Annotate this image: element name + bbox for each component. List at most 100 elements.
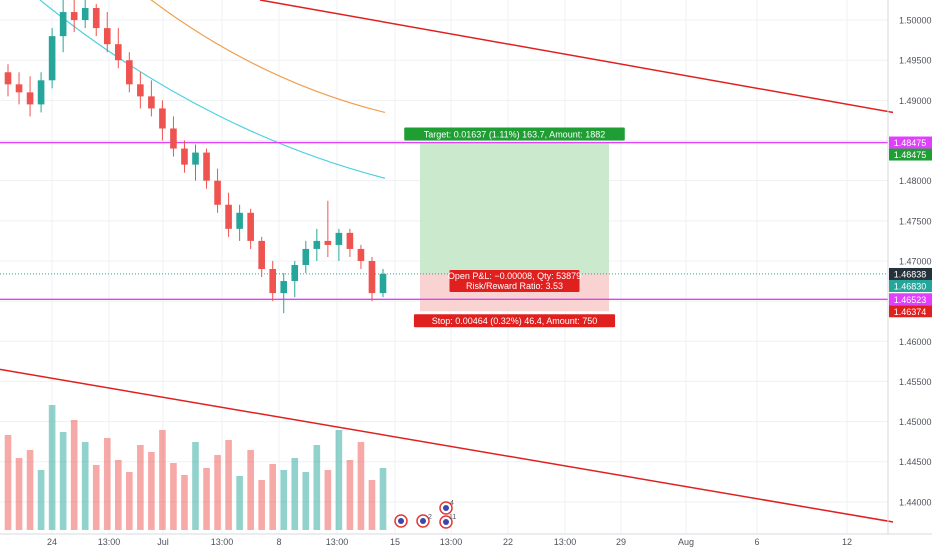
volume-bar xyxy=(368,480,376,530)
stop-label-text: Stop: 0.00464 (0.32%) 46.4, Amount: 750 xyxy=(432,316,598,326)
candle-body xyxy=(59,12,67,37)
candle-body xyxy=(291,264,299,282)
candle-body xyxy=(92,8,100,29)
candle-body xyxy=(4,72,12,85)
volume-bar xyxy=(48,405,56,530)
volume-bar xyxy=(59,432,67,530)
volume-bar xyxy=(26,450,34,530)
trend-line[interactable] xyxy=(259,0,894,114)
volume-bar xyxy=(37,470,45,530)
candle-body xyxy=(269,269,277,294)
candle-body xyxy=(258,240,265,270)
price-scale-label-bg xyxy=(889,136,932,149)
time-scale[interactable]: 24 13:00 Jul 13:00 8 13:00 15 13:00 22 13:00 29 Aug… xyxy=(0,533,932,547)
volume-bar xyxy=(159,430,166,530)
risk-reward-text: Risk/Reward Ratio: 3.53 xyxy=(466,281,563,291)
price-tick-label: 1.45500 xyxy=(899,377,932,387)
open-pl-bg xyxy=(449,269,580,292)
time-tick-label: 22 xyxy=(503,537,513,547)
price-scale-label-text: 1.48475 xyxy=(894,150,927,160)
candle-body xyxy=(324,240,332,245)
price-scale-label[interactable]: 1.46374 xyxy=(889,305,932,318)
volume-bar xyxy=(170,463,177,530)
candle-body xyxy=(379,273,387,294)
price-tick-label: 1.45000 xyxy=(899,417,932,427)
candlesticks xyxy=(4,0,387,314)
time-tick-label: 15 xyxy=(390,537,400,547)
event-marker-icon[interactable] xyxy=(439,515,453,529)
candle-body xyxy=(181,148,188,165)
volume-bar xyxy=(148,452,155,530)
candle-body xyxy=(280,281,288,294)
candle-body xyxy=(81,8,89,21)
price-scale-label-bg xyxy=(889,279,932,292)
volume-bar xyxy=(137,445,144,530)
volume-bar xyxy=(4,435,12,530)
price-tick-label: 1.50000 xyxy=(899,16,932,26)
price-scale[interactable]: 1.500001.495001.490001.485001.480001.475… xyxy=(887,0,932,534)
volume-bar xyxy=(203,468,210,530)
volume-bar xyxy=(280,470,288,530)
trend-line[interactable] xyxy=(0,368,894,523)
volume-bar xyxy=(126,472,133,530)
volume-bar xyxy=(192,442,199,530)
event-markers[interactable]: 2 4 11 xyxy=(394,500,456,529)
event-marker-icon[interactable] xyxy=(416,514,430,528)
time-tick-label: Jul xyxy=(157,537,169,547)
price-tick-label: 1.48000 xyxy=(899,176,932,186)
candle-body xyxy=(346,232,354,249)
candle-body xyxy=(302,248,310,265)
volume-bar xyxy=(236,476,243,530)
event-marker-icon-dot xyxy=(398,518,404,524)
price-scale-label[interactable]: 1.48475 xyxy=(889,136,932,149)
candle-body xyxy=(368,260,376,294)
volume-bar xyxy=(214,455,221,530)
volume-bar xyxy=(15,458,23,530)
event-marker-count: 11 xyxy=(449,514,456,521)
event-marker-icon[interactable] xyxy=(439,501,453,515)
candle-body xyxy=(214,180,221,205)
volume-bar xyxy=(103,438,111,530)
volume-bars xyxy=(4,405,387,530)
event-marker-icon[interactable] xyxy=(394,514,408,528)
candle-body xyxy=(148,96,155,109)
chart-lines xyxy=(0,0,894,523)
price-tick-label: 1.49500 xyxy=(899,56,932,66)
volume-bar xyxy=(114,460,122,530)
candle-body xyxy=(26,92,34,105)
candle-body xyxy=(70,12,78,21)
candle-body xyxy=(15,84,23,93)
target-zone[interactable] xyxy=(420,142,609,274)
price-scale-label-text: 1.46838 xyxy=(894,269,927,279)
price-tick-label: 1.44500 xyxy=(899,457,932,467)
volume-bar xyxy=(81,442,89,530)
price-scale-label[interactable]: 1.46830 xyxy=(889,279,932,292)
volume-bar xyxy=(291,458,299,530)
time-tick-label: Aug xyxy=(678,537,694,547)
price-tick-label: 1.49000 xyxy=(899,96,932,106)
stop-label: Stop: 0.00464 (0.32%) 46.4, Amount: 750 xyxy=(413,314,616,328)
moving-average-line xyxy=(150,0,386,114)
time-tick-label: 12 xyxy=(842,537,852,547)
price-scale-label[interactable]: 1.46838 xyxy=(889,267,932,280)
volume-bar xyxy=(324,470,332,530)
price-tick-label: 1.47500 xyxy=(899,216,932,226)
price-tick-label: 1.44000 xyxy=(899,497,932,507)
time-tick-label: 13:00 xyxy=(440,537,463,547)
candle-body xyxy=(126,60,133,85)
price-scale-label[interactable]: 1.48475 xyxy=(889,148,932,161)
candle-body xyxy=(137,84,144,97)
candle-body xyxy=(225,204,232,229)
price-scale-label[interactable]: 1.46523 xyxy=(889,293,932,306)
price-scale-label-text: 1.48475 xyxy=(894,138,927,148)
volume-bar xyxy=(335,430,343,530)
time-tick-label: 13:00 xyxy=(211,537,234,547)
candle-body xyxy=(247,212,254,241)
event-marker-count: 2 xyxy=(428,514,432,521)
candle-body xyxy=(313,240,321,249)
candle-body xyxy=(203,152,210,181)
open-pl-label: Open P&L: −0.00008, Qty: 53879Risk/Rewar… xyxy=(448,269,581,292)
stop-label-bg xyxy=(413,314,616,328)
target-label-bg xyxy=(404,127,625,141)
